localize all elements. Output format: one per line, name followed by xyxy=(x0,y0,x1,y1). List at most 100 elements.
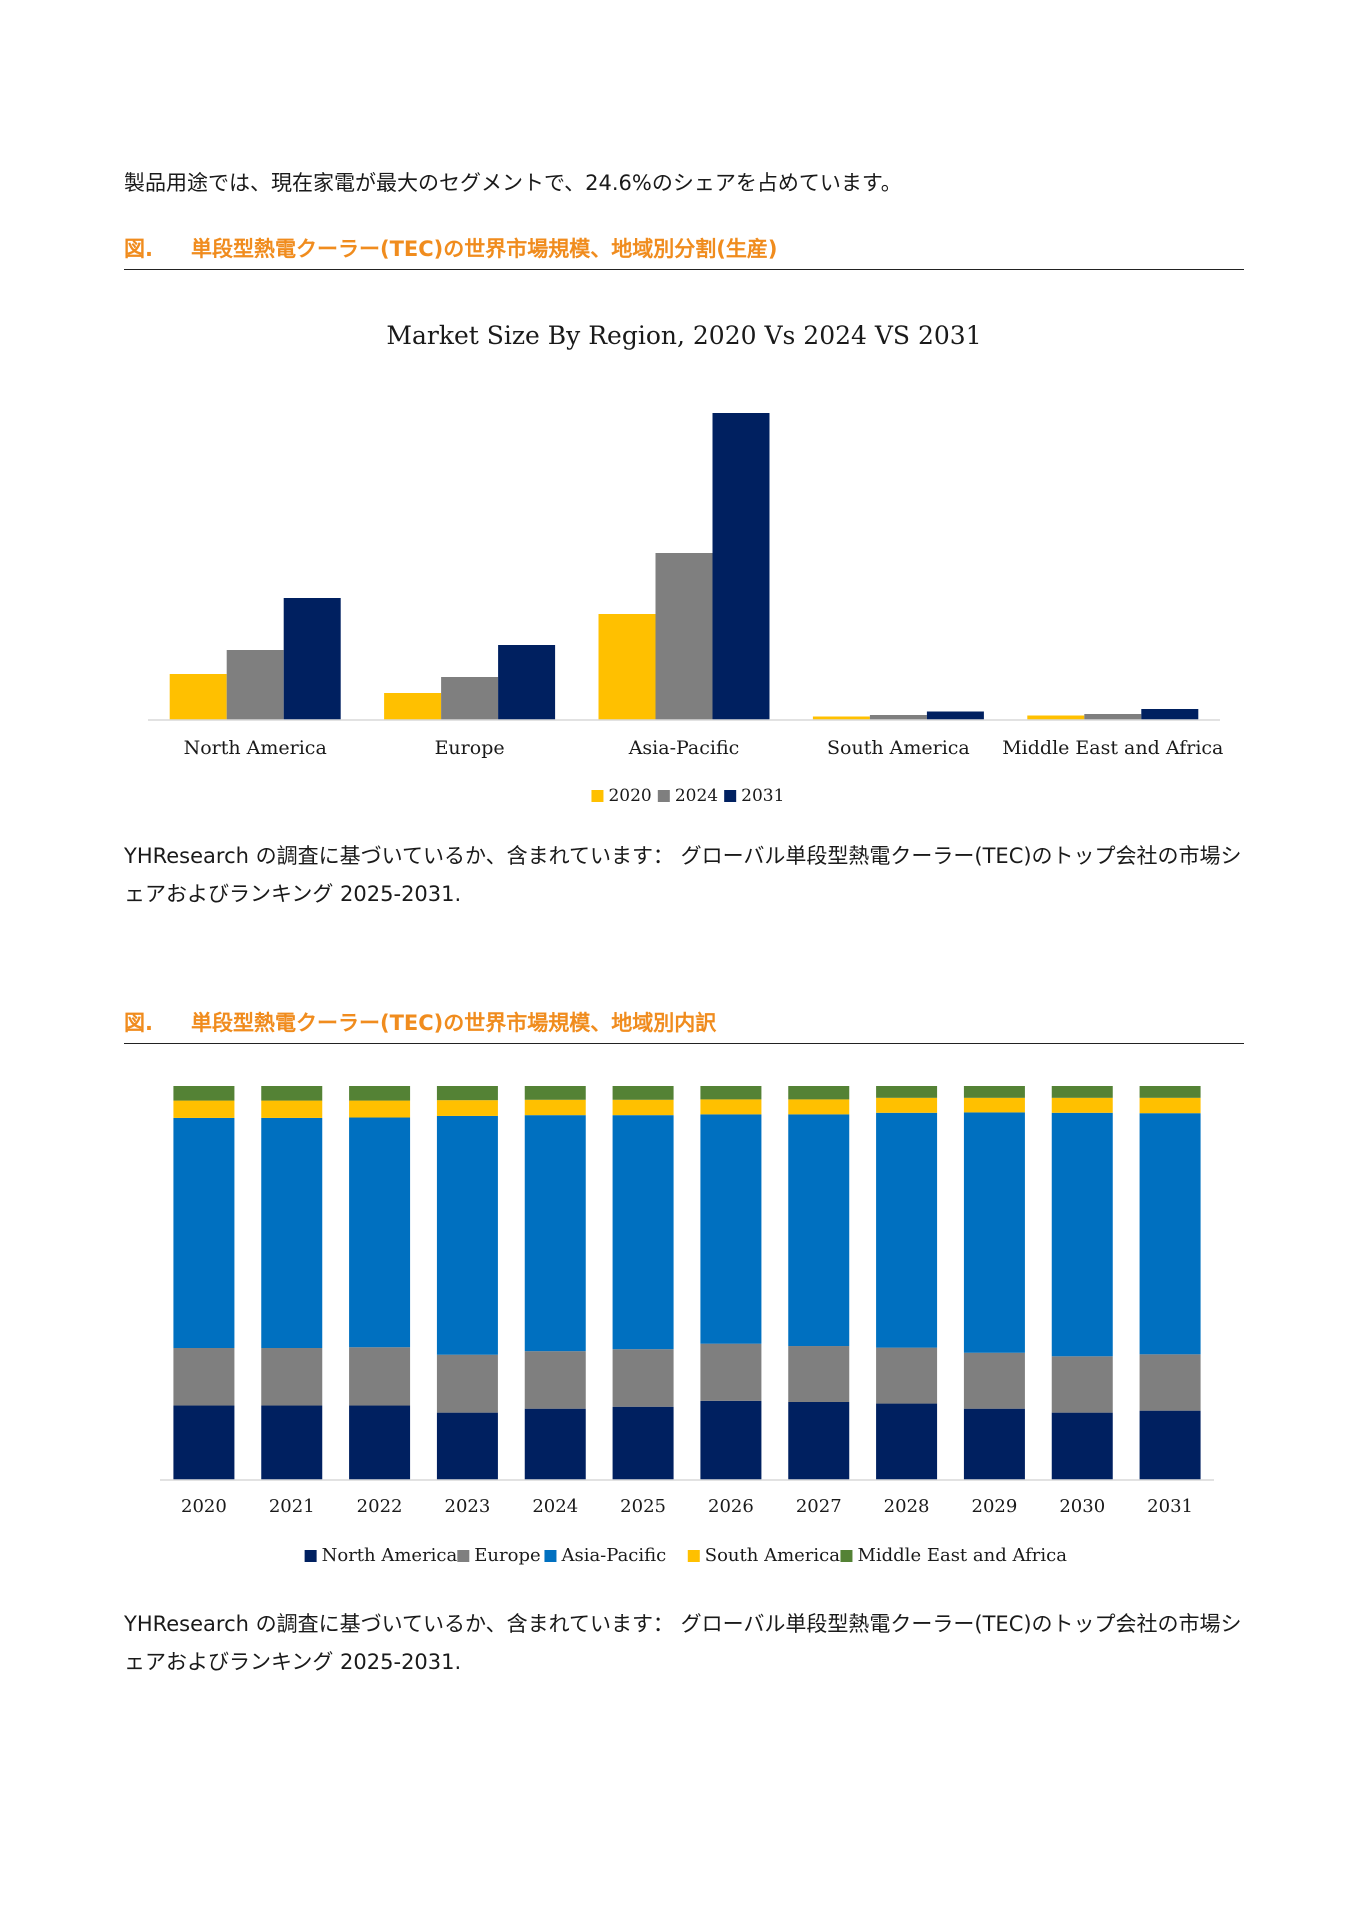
segment-2028-europe xyxy=(876,1347,938,1404)
year-label-2031: 2031 xyxy=(1147,1496,1193,1517)
year-label-2027: 2027 xyxy=(796,1496,842,1517)
bar-middle-east-and-africa-2031 xyxy=(1141,709,1199,720)
segment-2020-europe xyxy=(173,1348,235,1406)
chart2-legend-north-america-label: North America xyxy=(322,1545,458,1566)
segment-2027-north-america xyxy=(788,1401,850,1480)
bar-europe-2020 xyxy=(384,693,442,720)
bar-europe-2024 xyxy=(441,677,499,720)
chart2-legend-europe-swatch xyxy=(457,1550,470,1562)
segment-2025-north-america xyxy=(612,1406,674,1480)
category-label-south-america: South America xyxy=(827,737,970,759)
figure1-footnote: YHResearch の調査に基づいているか、含まれています： グローバル単段型… xyxy=(124,844,1242,906)
segment-2025-middle-east-and-africa xyxy=(612,1086,674,1100)
chart1-legend-2024-label: 2024 xyxy=(675,786,718,806)
bar-asia-pacific-2020 xyxy=(598,614,656,720)
bar-europe-2031 xyxy=(498,645,556,720)
segment-2023-south-america xyxy=(436,1100,498,1116)
segment-2026-europe xyxy=(700,1343,762,1401)
segment-2028-south-america xyxy=(876,1097,938,1113)
chart2-bars xyxy=(173,1086,1201,1480)
segment-2023-europe xyxy=(436,1354,498,1413)
segment-2030-south-america xyxy=(1051,1097,1113,1113)
region-bar-chart: Market Size By Region, 2020 Vs 2024 VS 2… xyxy=(148,321,1224,806)
segment-2020-north-america xyxy=(173,1405,235,1480)
category-label-middle-east-and-africa: Middle East and Africa xyxy=(1002,737,1223,759)
segment-2029-north-america xyxy=(963,1408,1025,1480)
bar-north-america-2024 xyxy=(226,650,284,720)
bar-north-america-2020 xyxy=(169,674,227,720)
chart2-legend-asia-pacific-label: Asia-Pacific xyxy=(560,1545,666,1566)
segment-2022-south-america xyxy=(349,1100,411,1118)
chart1-legend-2020-label: 2020 xyxy=(608,786,651,806)
segment-2021-middle-east-and-africa xyxy=(261,1086,323,1101)
segment-2022-middle-east-and-africa xyxy=(349,1086,411,1101)
segment-2025-south-america xyxy=(612,1099,674,1116)
segment-2026-south-america xyxy=(700,1099,762,1115)
segment-2022-asia-pacific xyxy=(349,1117,411,1348)
segment-2029-south-america xyxy=(963,1097,1025,1113)
chart1-legend-2031-swatch xyxy=(724,790,737,802)
chart2-legend-europe-label: Europe xyxy=(474,1545,540,1566)
chart1-legend-2031-label: 2031 xyxy=(741,786,784,806)
category-label-asia-pacific: Asia-Pacific xyxy=(628,737,740,759)
segment-2024-middle-east-and-africa xyxy=(524,1086,586,1100)
bar-middle-east-and-africa-2020 xyxy=(1027,715,1085,720)
region-share-stacked-chart: 2020 2021 2022 2023 2024 2025 2026 2027 2028 2029… xyxy=(160,1086,1214,1566)
chart1-category-labels: North America Europe Asia-Pacific South Ame… xyxy=(184,737,1224,759)
figure2-title: 単段型熱電クーラー(TEC)の世界市場規模、地域別内訳 xyxy=(191,1011,717,1035)
segment-2025-asia-pacific xyxy=(612,1115,674,1350)
year-label-2024: 2024 xyxy=(532,1496,578,1517)
bar-asia-pacific-2024 xyxy=(655,553,713,720)
segment-2026-middle-east-and-africa xyxy=(700,1086,762,1100)
segment-2030-middle-east-and-africa xyxy=(1051,1086,1113,1098)
segment-2028-north-america xyxy=(876,1403,938,1480)
chart2-legend-north-america-swatch xyxy=(304,1550,317,1562)
chart2-year-labels: 2020 2021 2022 2023 2024 2025 2026 2027 2028 2029… xyxy=(181,1496,1193,1517)
segment-2029-asia-pacific xyxy=(963,1112,1025,1353)
segment-2024-europe xyxy=(524,1351,586,1409)
segment-2020-middle-east-and-africa xyxy=(173,1086,235,1101)
year-label-2020: 2020 xyxy=(181,1496,227,1517)
year-label-2021: 2021 xyxy=(269,1496,315,1517)
chart1-title: Market Size By Region, 2020 Vs 2024 VS 2… xyxy=(386,321,981,350)
segment-2030-asia-pacific xyxy=(1051,1112,1113,1357)
year-label-2028: 2028 xyxy=(884,1496,930,1517)
segment-2029-middle-east-and-africa xyxy=(963,1086,1025,1098)
segment-2023-north-america xyxy=(436,1412,498,1480)
year-label-2022: 2022 xyxy=(357,1496,403,1517)
chart2-legend-asia-pacific-swatch xyxy=(544,1550,557,1562)
segment-2024-south-america xyxy=(524,1099,586,1116)
segment-2023-asia-pacific xyxy=(436,1115,498,1355)
chart2-legend-south-america-swatch xyxy=(687,1550,700,1562)
segment-2029-europe xyxy=(963,1352,1025,1409)
segment-2028-asia-pacific xyxy=(876,1112,938,1348)
segment-2031-asia-pacific xyxy=(1139,1113,1201,1355)
chart2-legend-middle-east-and-africa-label: Middle East and Africa xyxy=(857,1545,1067,1566)
year-label-2025: 2025 xyxy=(620,1496,666,1517)
segment-2026-asia-pacific xyxy=(700,1114,762,1344)
chart2-legend: North America Europe Asia-Pacific South Ame… xyxy=(304,1545,1067,1566)
figure1-title: 単段型熱電クーラー(TEC)の世界市場規模、地域別分割(生産) xyxy=(191,237,778,261)
segment-2031-north-america xyxy=(1139,1410,1201,1480)
year-label-2030: 2030 xyxy=(1059,1496,1105,1517)
segment-2021-north-america xyxy=(261,1405,323,1480)
segment-2024-asia-pacific xyxy=(524,1115,586,1352)
segment-2020-south-america xyxy=(173,1100,235,1118)
segment-2031-europe xyxy=(1139,1354,1201,1411)
segment-2022-europe xyxy=(349,1347,411,1406)
category-label-europe: Europe xyxy=(435,737,505,759)
category-label-north-america: North America xyxy=(184,737,327,759)
figure1-heading: 図. 単段型熱電クーラー(TEC)の世界市場規模、地域別分割(生産) xyxy=(124,233,1244,270)
segment-2021-asia-pacific xyxy=(261,1117,323,1349)
bar-north-america-2031 xyxy=(283,598,341,720)
year-label-2023: 2023 xyxy=(445,1496,491,1517)
chart1-legend-2020-swatch xyxy=(591,790,604,802)
figure2-label: 図. xyxy=(124,1011,153,1035)
intro-paragraph: 製品用途では、現在家電が最大のセグメントで、24.6%のシェアを占めています。 xyxy=(124,171,902,195)
chart1-legend-2024-swatch xyxy=(657,790,670,802)
chart2-legend-middle-east-and-africa-swatch xyxy=(840,1550,853,1562)
figure1-label: 図. xyxy=(124,237,153,261)
figure2-footnote: YHResearch の調査に基づいているか、含まれています： グローバル単段型… xyxy=(124,1612,1242,1674)
segment-2030-north-america xyxy=(1051,1412,1113,1480)
